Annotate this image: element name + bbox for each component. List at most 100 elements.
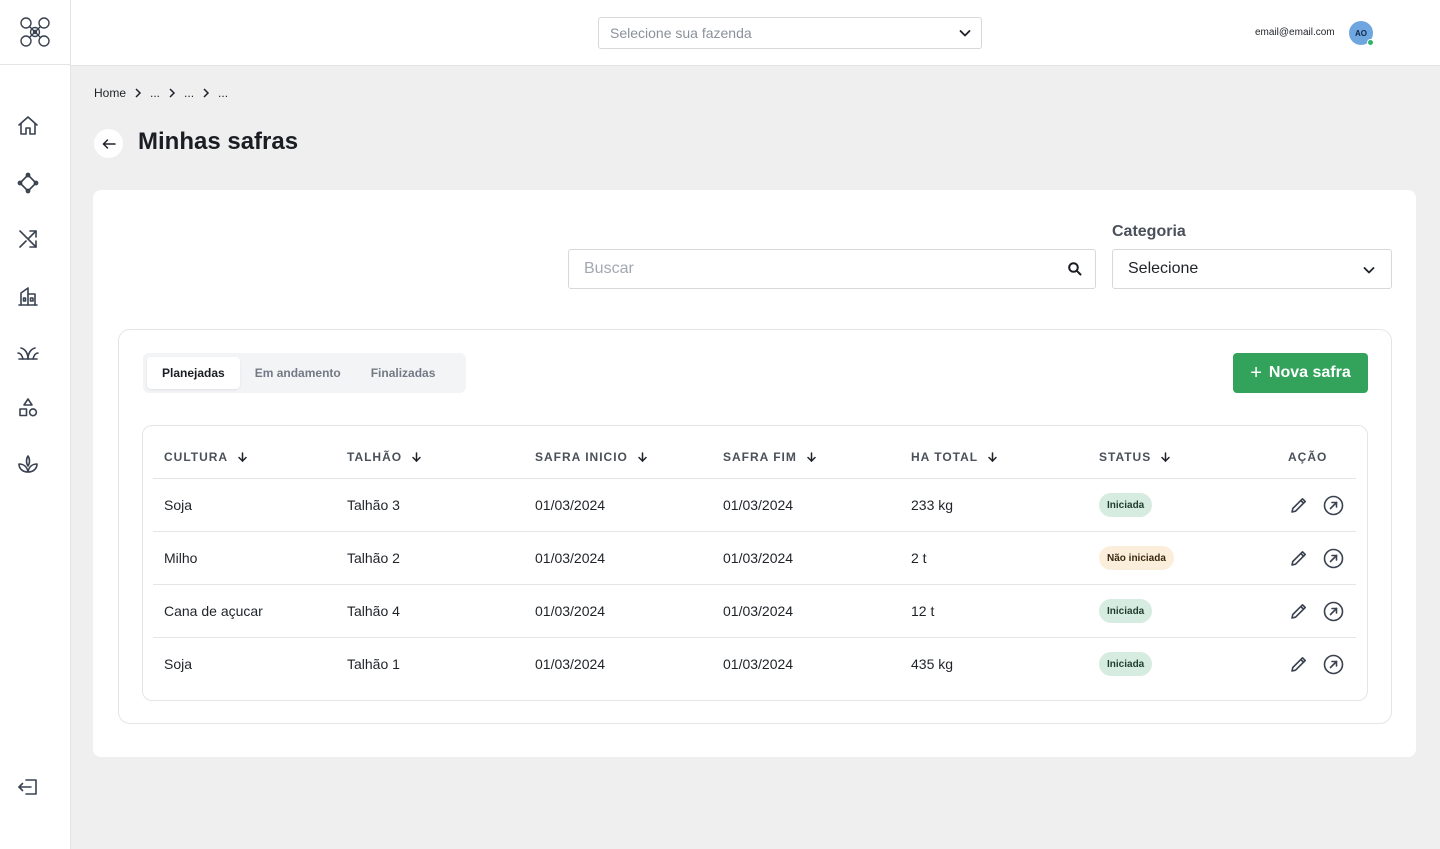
category-label: Categoria [1112, 223, 1186, 240]
new-harvest-button[interactable]: + Nova safra [1233, 353, 1368, 393]
tab-planejadas[interactable]: Planejadas [147, 357, 240, 389]
plus-icon: + [1250, 362, 1262, 384]
search-input[interactable]: Buscar [568, 249, 1096, 289]
col-talhao[interactable]: TALHÃO [347, 450, 421, 464]
cell-cultura: Soja [164, 497, 193, 513]
cell-safra-fim: 01/03/2024 [723, 550, 794, 566]
sort-down-icon [412, 452, 421, 462]
shuffle-icon[interactable] [15, 226, 41, 252]
sort-down-icon [807, 452, 816, 462]
col-label: AÇÃO [1288, 450, 1328, 464]
col-label: TALHÃO [347, 450, 403, 464]
avatar[interactable]: AO [1349, 21, 1374, 46]
farm-select[interactable]: Selecione sua fazenda [598, 17, 982, 49]
open-icon[interactable] [1322, 600, 1344, 622]
sort-down-icon [988, 452, 997, 462]
status-tabs: Planejadas Em andamento Finalizadas [143, 353, 466, 393]
status-badge: Não iniciada [1099, 546, 1174, 570]
sort-down-icon [1161, 452, 1170, 462]
user-email: email@email.com [1255, 27, 1335, 38]
cell-safra-inicio: 01/03/2024 [535, 550, 606, 566]
cell-safra-inicio: 01/03/2024 [535, 497, 606, 513]
chevron-right-icon [168, 88, 176, 98]
col-ha-total[interactable]: HA TOTAL [911, 450, 997, 464]
cell-ha-total: 233 kg [911, 497, 954, 513]
breadcrumb-item[interactable]: ... [184, 86, 195, 100]
tab-em-andamento[interactable]: Em andamento [254, 366, 341, 380]
drone-logo-icon [20, 17, 50, 47]
open-icon[interactable] [1322, 653, 1344, 675]
cell-ha-total: 12 t [911, 603, 935, 619]
main-card: Buscar Categoria Selecione Planejadas Em… [93, 190, 1416, 757]
search-placeholder: Buscar [584, 260, 634, 277]
edit-icon[interactable] [1288, 600, 1310, 622]
harvest-table: CULTURA TALHÃO SAFRA INICIO SAFRA FIM HA… [142, 425, 1368, 701]
sidebar [0, 0, 71, 849]
online-status-dot [1367, 39, 1374, 46]
category-select[interactable]: Selecione [1112, 249, 1392, 289]
sort-down-icon [638, 452, 647, 462]
avatar-initials: AO [1355, 28, 1367, 38]
shapes-icon[interactable] [15, 395, 41, 421]
col-label: SAFRA FIM [723, 450, 797, 464]
category-select-value: Selecione [1128, 260, 1199, 277]
breadcrumb-home[interactable]: Home [94, 86, 127, 100]
cell-talhao: Talhão 1 [347, 656, 400, 672]
chevron-down-icon [957, 25, 973, 44]
cell-safra-inicio: 01/03/2024 [535, 656, 606, 672]
cell-talhao: Talhão 4 [347, 603, 400, 619]
home-icon[interactable] [15, 113, 41, 139]
drone-icon[interactable] [15, 170, 41, 196]
cell-talhao: Talhão 3 [347, 497, 400, 513]
edit-icon[interactable] [1288, 653, 1310, 675]
chevron-right-icon [134, 88, 142, 98]
tab-finalizadas[interactable]: Finalizadas [370, 366, 436, 380]
breadcrumb-item[interactable]: ... [218, 86, 229, 100]
col-safra-fim[interactable]: SAFRA FIM [723, 450, 816, 464]
page-title: Minhas safras [138, 128, 299, 155]
back-button[interactable] [94, 129, 123, 158]
logo[interactable] [0, 0, 70, 65]
open-icon[interactable] [1322, 547, 1344, 569]
farm-select-placeholder: Selecione sua fazenda [610, 25, 752, 41]
breadcrumb-item[interactable]: ... [150, 86, 161, 100]
open-icon[interactable] [1322, 494, 1344, 516]
logout-icon[interactable] [15, 774, 41, 800]
arrow-left-icon [102, 138, 116, 149]
chevron-down-icon [1361, 262, 1377, 283]
cell-talhao: Talhão 2 [347, 550, 400, 566]
topbar: Selecione sua fazenda email@email.com AO [71, 0, 1440, 66]
new-harvest-label: Nova safra [1268, 364, 1351, 381]
warehouse-icon[interactable] [15, 283, 41, 309]
cell-ha-total: 2 t [911, 550, 927, 566]
harvest-panel: Planejadas Em andamento Finalizadas + No… [118, 329, 1392, 724]
breadcrumb: Home ... ... ... [94, 86, 228, 100]
edit-icon[interactable] [1288, 547, 1310, 569]
col-status[interactable]: STATUS [1099, 450, 1170, 464]
status-badge: Iniciada [1099, 493, 1153, 517]
col-label: HA TOTAL [911, 450, 979, 464]
cell-safra-fim: 01/03/2024 [723, 656, 794, 672]
cell-safra-fim: 01/03/2024 [723, 603, 794, 619]
col-label: CULTURA [164, 450, 229, 464]
status-badge: Iniciada [1099, 652, 1153, 676]
cell-safra-inicio: 01/03/2024 [535, 603, 606, 619]
cell-cultura: Milho [164, 550, 198, 566]
col-safra-inicio[interactable]: SAFRA INICIO [535, 450, 647, 464]
sort-down-icon [238, 452, 247, 462]
cell-ha-total: 435 kg [911, 656, 954, 672]
table-row: Soja Talhão 3 01/03/2024 01/03/2024 233 … [153, 478, 1356, 531]
cell-cultura: Soja [164, 656, 193, 672]
table-header: CULTURA TALHÃO SAFRA INICIO SAFRA FIM HA… [143, 426, 1369, 478]
plant-icon[interactable] [15, 451, 41, 477]
edit-icon[interactable] [1288, 494, 1310, 516]
col-label: STATUS [1099, 450, 1152, 464]
col-acao: AÇÃO [1288, 450, 1327, 464]
col-label: SAFRA INICIO [535, 450, 628, 464]
search-icon[interactable] [1067, 261, 1083, 282]
col-cultura[interactable]: CULTURA [164, 450, 247, 464]
cell-safra-fim: 01/03/2024 [723, 497, 794, 513]
chevron-right-icon [202, 88, 210, 98]
table-row: Soja Talhão 1 01/03/2024 01/03/2024 435 … [153, 637, 1356, 690]
crop-icon[interactable] [15, 339, 41, 365]
